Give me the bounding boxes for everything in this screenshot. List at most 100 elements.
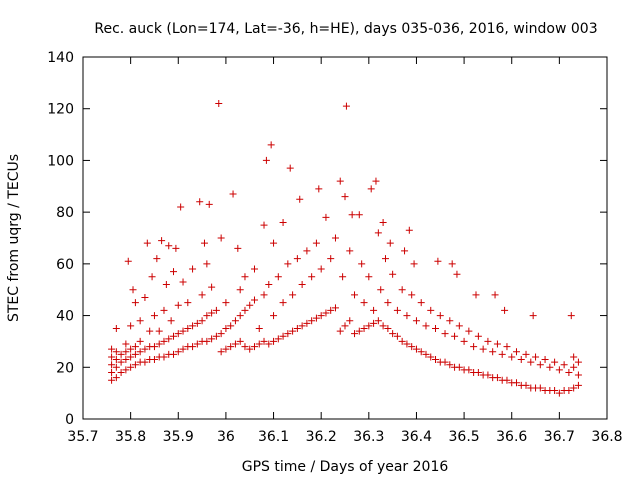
data-point (270, 337, 278, 345)
data-point (143, 239, 151, 247)
data-point (339, 273, 347, 281)
data-point (298, 322, 306, 330)
data-point (374, 317, 382, 325)
data-point (465, 327, 473, 335)
data-point (267, 141, 275, 149)
data-point (446, 361, 454, 369)
data-point (193, 319, 201, 327)
data-point (108, 376, 116, 384)
x-tick-label: 36.4 (401, 429, 432, 445)
data-point (236, 312, 244, 320)
x-tick-label: 36 (217, 429, 235, 445)
data-point (260, 221, 268, 229)
x-tick-label: 36.2 (306, 429, 337, 445)
data-point (117, 358, 125, 366)
data-point (484, 371, 492, 379)
data-point (265, 281, 273, 289)
data-point (205, 200, 213, 208)
data-point (341, 193, 349, 201)
data-point (348, 211, 356, 219)
data-point (574, 371, 582, 379)
data-point (172, 244, 180, 252)
data-point (386, 239, 394, 247)
data-point (117, 350, 125, 358)
data-point (131, 299, 139, 307)
data-point (460, 337, 468, 345)
data-point (389, 270, 397, 278)
data-point (398, 286, 406, 294)
data-point (331, 304, 339, 312)
data-point (512, 379, 520, 387)
data-point (260, 291, 268, 299)
data-point (355, 211, 363, 219)
data-point (241, 306, 249, 314)
data-point (160, 353, 168, 361)
chart-title: Rec. auck (Lon=174, Lat=-36, h=HE), days… (94, 21, 597, 37)
x-tick-label: 36.1 (258, 429, 289, 445)
data-point (501, 306, 509, 314)
data-point (112, 374, 120, 382)
data-point (112, 356, 120, 364)
data-point (317, 312, 325, 320)
data-point (279, 299, 287, 307)
data-point (289, 327, 297, 335)
data-point (241, 343, 249, 351)
data-point (574, 381, 582, 389)
data-point (474, 368, 482, 376)
data-point (417, 299, 425, 307)
data-point (203, 337, 211, 345)
data-point (484, 337, 492, 345)
y-tick-label: 100 (47, 153, 74, 169)
data-point (131, 361, 139, 369)
data-point (393, 306, 401, 314)
data-point (522, 350, 530, 358)
data-point (153, 255, 161, 263)
data-point (179, 278, 187, 286)
data-point (527, 358, 535, 366)
data-point (274, 273, 282, 281)
data-point (184, 299, 192, 307)
data-point (351, 291, 359, 299)
data-point (570, 363, 578, 371)
data-point (136, 348, 144, 356)
data-point (165, 335, 173, 343)
data-point (493, 374, 501, 382)
data-point (155, 327, 163, 335)
data-point (503, 343, 511, 351)
data-point (208, 309, 216, 317)
data-point (491, 291, 499, 299)
data-point (112, 348, 120, 356)
data-point (370, 319, 378, 327)
y-tick-label: 80 (56, 205, 74, 221)
data-point (274, 335, 282, 343)
data-point (298, 281, 306, 289)
data-point (503, 376, 511, 384)
data-point (160, 306, 168, 314)
data-point (127, 345, 135, 353)
data-point (448, 260, 456, 268)
data-point (560, 361, 568, 369)
data-point (315, 185, 323, 193)
data-point (427, 353, 435, 361)
data-point (184, 325, 192, 332)
axis-ticks: 35.7 35.8 35.9 36 36.1 36.2 36.3 36.4 36.5 36.6 36… (47, 50, 622, 445)
data-point (231, 340, 239, 348)
data-point (312, 314, 320, 322)
data-point (203, 260, 211, 268)
data-point (346, 247, 354, 255)
data-point (112, 325, 120, 332)
data-point (508, 353, 516, 361)
data-point (217, 348, 225, 356)
data-point (174, 301, 182, 309)
data-point (158, 237, 166, 245)
data-point (212, 306, 220, 314)
data-point (260, 337, 268, 345)
data-point (241, 273, 249, 281)
data-point (422, 322, 430, 330)
data-point (346, 317, 354, 325)
data-point (317, 265, 325, 273)
y-tick-label: 60 (56, 257, 74, 273)
data-point (465, 366, 473, 374)
data-point (493, 340, 501, 348)
